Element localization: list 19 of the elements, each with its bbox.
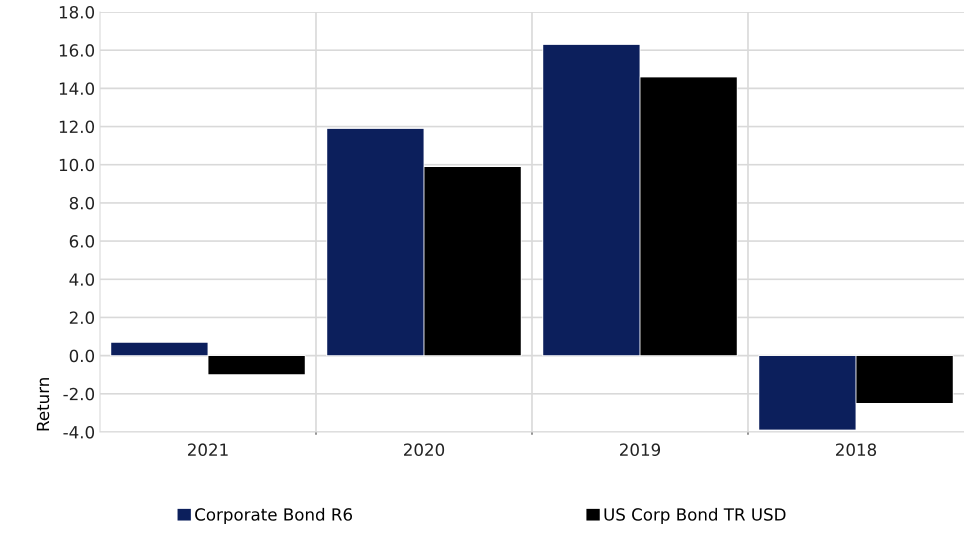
legend-label: US Corp Bond TR USD	[604, 508, 786, 524]
x-tick-label: 2019	[620, 443, 660, 456]
y-axis-title: Return	[36, 378, 50, 430]
y-tick-label: 0.0	[70, 350, 94, 362]
x-tick-label: 2021	[188, 443, 228, 456]
y-tick-label: 16.0	[60, 44, 94, 57]
y-tick-label: 10.0	[60, 158, 94, 172]
y-tick-label: 2.0	[70, 311, 94, 324]
y-tick-label: -2.0	[63, 388, 94, 400]
y-tick-label: 4.0	[69, 273, 94, 286]
x-tick-label: 2020	[404, 443, 444, 456]
y-tick-label: 14.0	[60, 82, 94, 95]
y-tick-label: 12.0	[60, 120, 94, 134]
y-tick-label: 6.0	[70, 235, 94, 248]
y-tick-label: -4.0	[63, 426, 94, 439]
y-tick-label: 8.0	[70, 196, 94, 210]
legend-label: Corporate Bond R6	[195, 508, 352, 524]
x-tick-label: 2018	[836, 443, 876, 456]
y-tick-label: 18.0	[60, 6, 94, 19]
